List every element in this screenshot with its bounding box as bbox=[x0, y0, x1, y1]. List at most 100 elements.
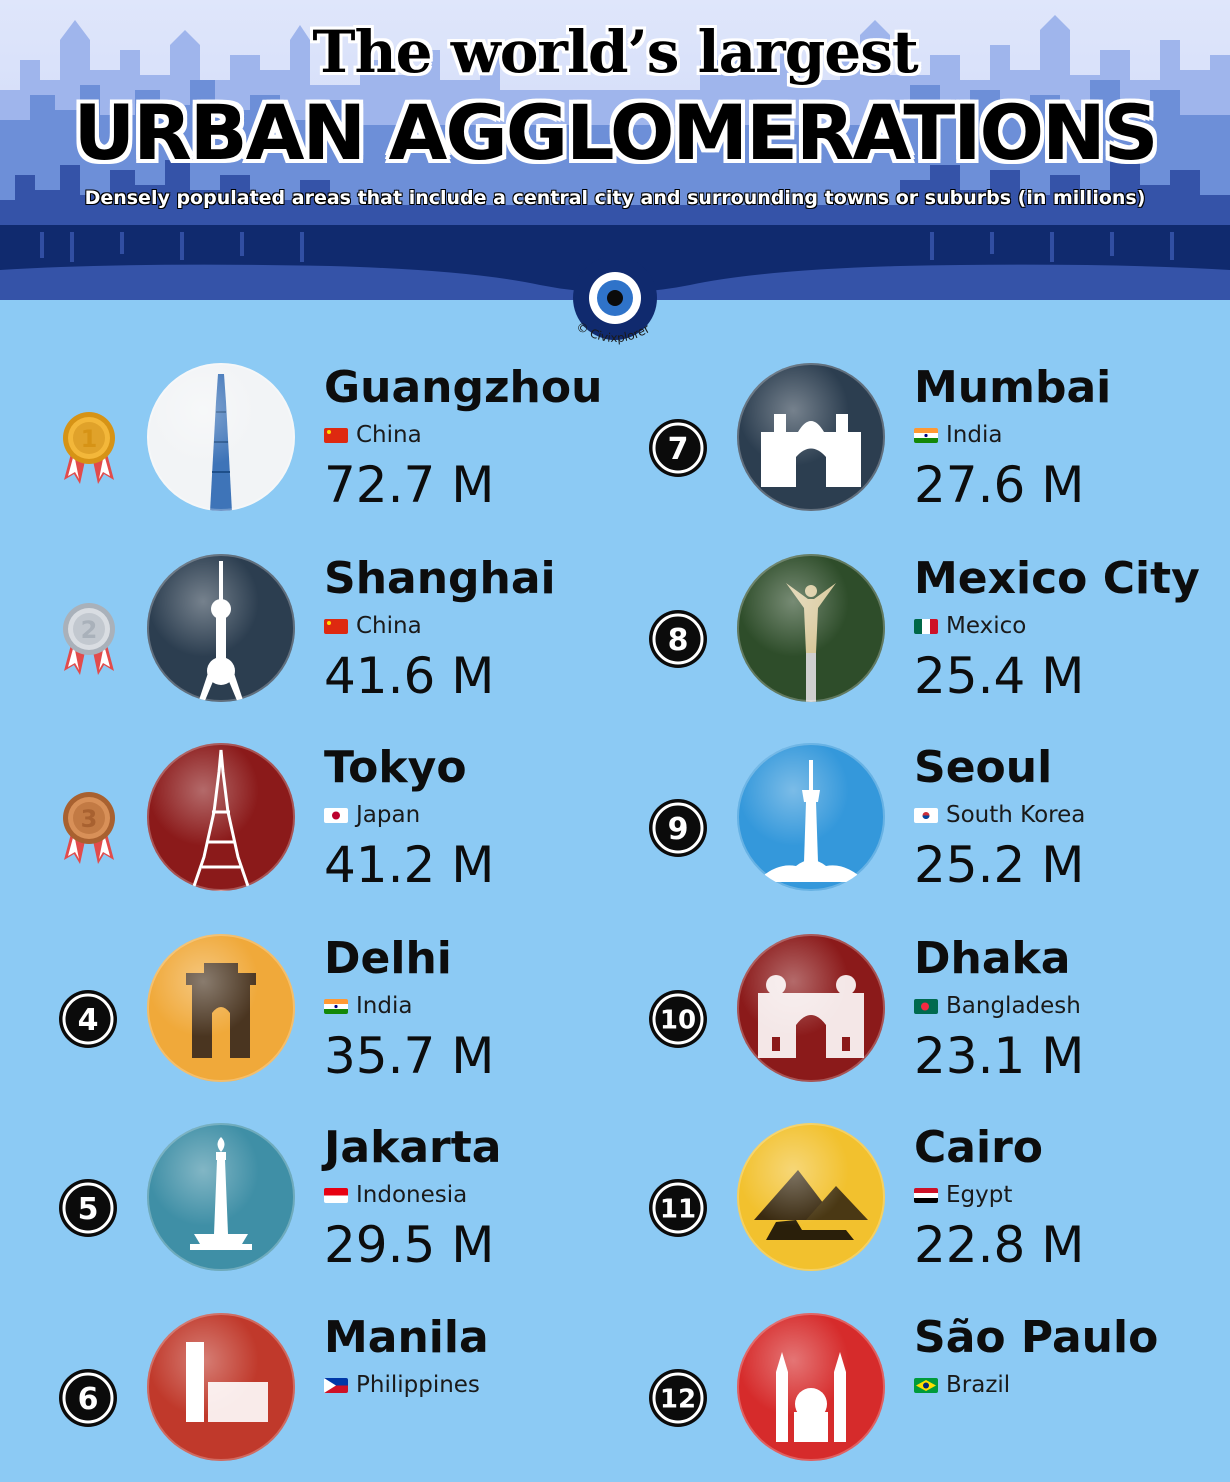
brazil-flag-icon bbox=[914, 1378, 938, 1393]
population-value: 23.1 M bbox=[914, 1027, 1085, 1085]
city-name: São Paulo bbox=[914, 1312, 1159, 1363]
canton-tower-icon bbox=[146, 362, 296, 512]
country-name: Indonesia bbox=[356, 1182, 468, 1208]
rank-badge: 9 bbox=[648, 790, 710, 866]
city-card: 7 Mumbai India 27.6 M bbox=[648, 362, 1230, 532]
rank-badge: 5 bbox=[58, 1170, 120, 1246]
city-name: Jakarta bbox=[324, 1122, 502, 1173]
namsan-tower-icon bbox=[736, 742, 886, 892]
japan-flag-icon bbox=[324, 808, 348, 823]
india-flag-icon bbox=[914, 428, 938, 443]
city-card: 2 Shanghai China 41.6 M bbox=[58, 553, 658, 723]
country-name: China bbox=[356, 613, 422, 639]
population-value: 22.8 M bbox=[914, 1216, 1085, 1274]
city-name: Tokyo bbox=[324, 742, 467, 793]
rank-number: 2 bbox=[81, 616, 98, 644]
manila-cathedral-icon bbox=[146, 1312, 296, 1462]
indonesia-flag-icon bbox=[324, 1188, 348, 1203]
title-line-2: URBAN AGGLOMERATIONS bbox=[73, 88, 1158, 177]
egypt-flag-icon bbox=[914, 1188, 938, 1203]
china-flag-icon bbox=[324, 428, 348, 443]
country-name: China bbox=[356, 422, 422, 448]
city-name: Delhi bbox=[324, 933, 452, 984]
country-name: Mexico bbox=[946, 613, 1027, 639]
country-name: Bangladesh bbox=[946, 993, 1081, 1019]
population-value: 27.6 M bbox=[914, 456, 1085, 514]
population-value: 41.6 M bbox=[324, 647, 495, 705]
country-name: Japan bbox=[356, 802, 421, 828]
city-card: 11 Cairo Egypt 22.8 M bbox=[648, 1122, 1230, 1292]
population-value: 25.4 M bbox=[914, 647, 1085, 705]
header-banner: The world’s largest URBAN AGGLOMERATIONS… bbox=[0, 0, 1230, 300]
population-value: 29.5 M bbox=[324, 1216, 495, 1274]
country-name: Egypt bbox=[946, 1182, 1013, 1208]
city-name: Shanghai bbox=[324, 553, 556, 604]
china-flag-icon bbox=[324, 619, 348, 634]
rank-badge: 6 bbox=[58, 1360, 120, 1436]
silver-medal-icon: 2 bbox=[58, 601, 120, 677]
india-flag-icon bbox=[324, 999, 348, 1014]
subtitle: Densely populated areas that include a c… bbox=[84, 187, 1146, 209]
rank-badge: 7 bbox=[648, 410, 710, 486]
country-name: South Korea bbox=[946, 802, 1086, 828]
city-name: Cairo bbox=[914, 1122, 1043, 1173]
rank-number: 7 bbox=[668, 432, 689, 467]
bronze-medal-icon: 3 bbox=[58, 790, 120, 866]
city-skyline-icon bbox=[0, 0, 1230, 300]
india-gate-icon bbox=[146, 933, 296, 1083]
south-korea-flag-icon bbox=[914, 808, 938, 823]
city-card: 8 Mexico City Mexico 25.4 M bbox=[648, 553, 1230, 723]
country-name: India bbox=[356, 993, 413, 1019]
country-name: India bbox=[946, 422, 1003, 448]
city-card: 5 Jakarta Indonesia 29.5 M bbox=[58, 1122, 658, 1292]
rank-number: 3 bbox=[81, 805, 98, 833]
rank-number: 12 bbox=[660, 1384, 696, 1414]
rank-number: 11 bbox=[660, 1194, 696, 1224]
country-name: Brazil bbox=[946, 1372, 1011, 1398]
rank-number: 1 bbox=[81, 425, 98, 453]
monas-tower-icon bbox=[146, 1122, 296, 1272]
country-name: Philippines bbox=[356, 1372, 480, 1398]
rank-number: 6 bbox=[78, 1382, 99, 1417]
angel-of-independence-icon bbox=[736, 553, 886, 703]
population-value: 25.2 M bbox=[914, 836, 1085, 894]
city-card: 6 Manila Philippines bbox=[58, 1312, 658, 1482]
city-name: Dhaka bbox=[914, 933, 1071, 984]
title-line-1: The world’s largest bbox=[312, 18, 918, 86]
rank-number: 10 bbox=[660, 1005, 696, 1035]
civixplorer-logo: © Civixplorer bbox=[560, 246, 670, 366]
rank-badge: 12 bbox=[648, 1360, 710, 1436]
city-name: Seoul bbox=[914, 742, 1053, 793]
city-name: Manila bbox=[324, 1312, 489, 1363]
city-name: Mumbai bbox=[914, 362, 1112, 413]
city-card: 3 Tokyo Japan 41.2 M bbox=[58, 742, 658, 912]
city-name: Guangzhou bbox=[324, 362, 603, 413]
city-card: 9 Seoul South Korea 25.2 M bbox=[648, 742, 1230, 912]
gold-medal-icon: 1 bbox=[58, 410, 120, 486]
city-card: 4 Delhi India 35.7 M bbox=[58, 933, 658, 1103]
bangladesh-flag-icon bbox=[914, 999, 938, 1014]
mexico-flag-icon bbox=[914, 619, 938, 634]
rank-number: 5 bbox=[78, 1192, 99, 1227]
rank-badge: 4 bbox=[58, 981, 120, 1057]
population-value: 41.2 M bbox=[324, 836, 495, 894]
city-card: 1 Guangzhou China 72.7 M bbox=[58, 362, 658, 532]
rank-number: 9 bbox=[668, 812, 689, 847]
philippines-flag-icon bbox=[324, 1378, 348, 1393]
city-card: 12 São Paulo Brazil bbox=[648, 1312, 1230, 1482]
rank-number: 4 bbox=[78, 1003, 99, 1038]
tokyo-tower-icon bbox=[146, 742, 296, 892]
population-value: 35.7 M bbox=[324, 1027, 495, 1085]
rank-badge: 8 bbox=[648, 601, 710, 677]
pyramids-sphinx-icon bbox=[736, 1122, 886, 1272]
city-name: Mexico City bbox=[914, 553, 1200, 604]
mosque-icon bbox=[736, 933, 886, 1083]
eye-logo-icon: © Civixplorer bbox=[573, 256, 657, 345]
se-cathedral-icon bbox=[736, 1312, 886, 1462]
oriental-pearl-tower-icon bbox=[146, 553, 296, 703]
population-value: 72.7 M bbox=[324, 456, 495, 514]
rank-badge: 11 bbox=[648, 1170, 710, 1246]
city-card: 10 Dhaka Bangladesh 23.1 M bbox=[648, 933, 1230, 1103]
rank-number: 8 bbox=[668, 623, 689, 658]
gateway-of-india-icon bbox=[736, 362, 886, 512]
